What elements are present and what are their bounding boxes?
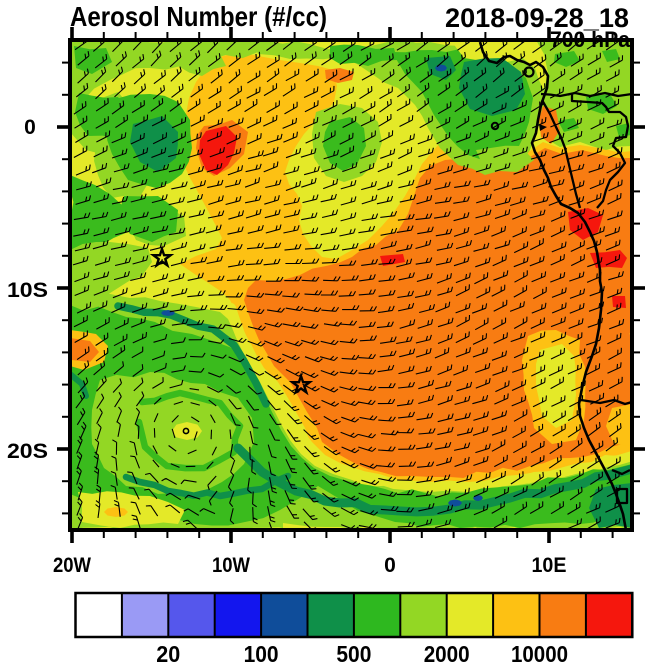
svg-text:Aerosol Number (#/cc): Aerosol Number (#/cc): [70, 1, 327, 32]
svg-text:700 hPa: 700 hPa: [550, 27, 631, 52]
svg-text:10S: 10S: [7, 279, 48, 302]
svg-text:10W: 10W: [212, 554, 250, 577]
svg-text:0: 0: [24, 116, 36, 139]
svg-text:2000: 2000: [424, 641, 470, 667]
svg-text:2018-09-28_18: 2018-09-28_18: [445, 3, 629, 33]
svg-text:0: 0: [384, 554, 396, 577]
svg-text:20S: 20S: [7, 440, 48, 463]
svg-text:20: 20: [156, 641, 180, 667]
svg-text:500: 500: [336, 641, 371, 667]
svg-text:100: 100: [244, 641, 279, 667]
svg-text:10000: 10000: [511, 641, 568, 667]
svg-text:10E: 10E: [532, 554, 567, 577]
svg-text:20W: 20W: [53, 554, 91, 577]
